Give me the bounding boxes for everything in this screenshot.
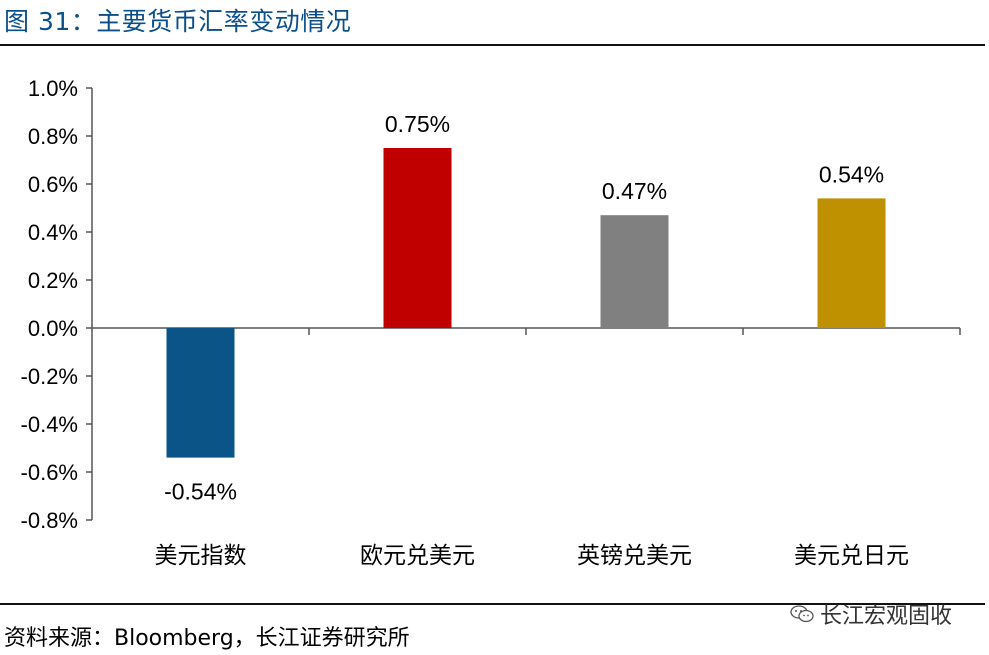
y-tick-label: -0.8% <box>21 508 78 533</box>
figure-title: 图 31：主要货币汇率变动情况 <box>4 7 352 36</box>
y-tick-label: 0.2% <box>28 268 78 293</box>
x-category-label: 美元兑日元 <box>794 543 909 569</box>
bar-1 <box>166 328 235 458</box>
bottom-rule <box>0 603 985 605</box>
wechat-icon <box>790 605 814 623</box>
source-note: 资料来源：Bloomberg，长江证券研究所 <box>4 626 410 651</box>
y-tick-label: -0.4% <box>21 412 78 437</box>
bar-2 <box>383 148 452 328</box>
y-tick-label: 0.6% <box>28 172 78 197</box>
bar-3 <box>600 215 669 328</box>
x-category-label: 美元指数 <box>155 543 247 569</box>
bar-4 <box>817 198 886 328</box>
watermark: 长江宏观固收 <box>790 598 952 630</box>
watermark-text: 长江宏观固收 <box>820 604 953 629</box>
x-category-label: 欧元兑美元 <box>360 543 475 569</box>
y-tick-label: -0.2% <box>21 364 78 389</box>
y-tick-label: 0.8% <box>28 124 78 149</box>
data-label: 0.54% <box>819 161 884 187</box>
y-tick-label: 1.0% <box>28 76 78 101</box>
data-label: 0.47% <box>602 178 667 204</box>
data-label: -0.54% <box>164 479 237 505</box>
y-tick-label: 0.0% <box>28 316 78 341</box>
top-rule <box>0 44 985 46</box>
x-category-label: 英镑兑美元 <box>577 543 692 569</box>
y-tick-label: 0.4% <box>28 220 78 245</box>
bar-chart: 1.0% 0.8% 0.6% 0.4% 0.2% 0.0% -0.2% -0.4% -0.6% -… <box>21 76 961 569</box>
y-tick-label: -0.6% <box>21 460 78 485</box>
data-label: 0.75% <box>385 111 450 137</box>
